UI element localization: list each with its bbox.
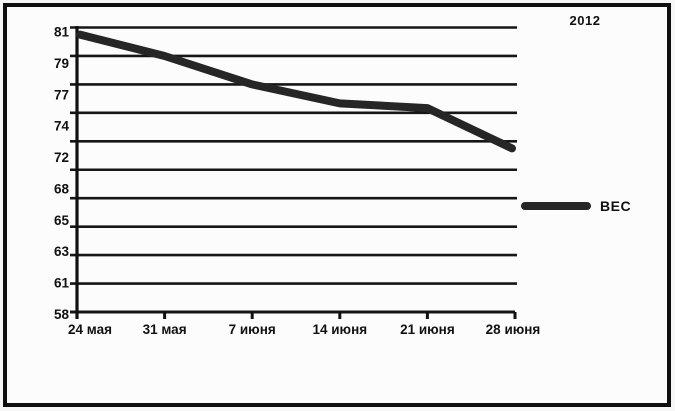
series-line-ВЕС — [76, 30, 516, 153]
x-tick-label: 14 июня — [312, 322, 367, 337]
y-tick-label: 58 — [54, 307, 70, 322]
legend-series-label: ВЕС — [600, 198, 632, 214]
y-tick-label: 81 — [54, 25, 70, 40]
x-tick-label: 7 июня — [229, 322, 276, 337]
legend-line-sample-icon — [521, 202, 591, 210]
y-tick-label: 61 — [54, 276, 70, 291]
x-tick-label: 24 мая — [68, 322, 112, 337]
y-tick-label: 68 — [54, 181, 70, 196]
y-tick-label: 63 — [54, 244, 70, 259]
x-tick-label: 31 мая — [143, 322, 187, 337]
y-tick-label: 65 — [54, 213, 70, 228]
y-tick-label: 74 — [54, 119, 70, 134]
y-tick-label: 72 — [54, 150, 69, 165]
year-label: 2012 — [569, 13, 601, 28]
x-tick-label: 28 июня — [486, 322, 541, 337]
x-tick-label: 21 июня — [400, 322, 455, 337]
y-tick-label: 79 — [54, 56, 69, 71]
y-tick-label: 77 — [54, 87, 69, 102]
legend: ВЕС — [521, 198, 631, 214]
